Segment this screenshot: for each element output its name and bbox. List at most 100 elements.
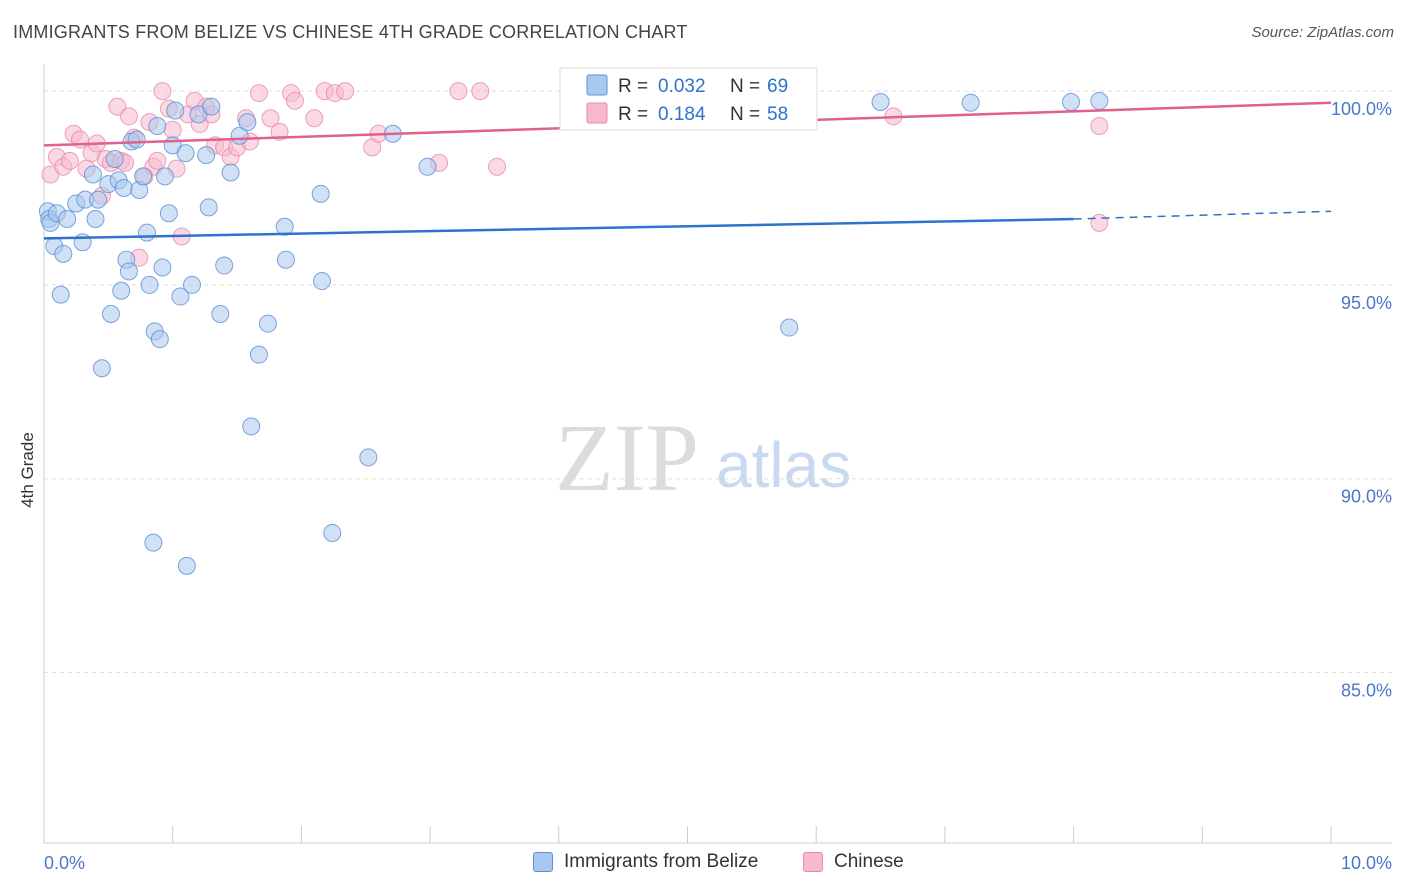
legend-r-value-chinese: 0.184 <box>658 104 706 125</box>
point-chinese[interactable] <box>261 109 280 128</box>
legend-r-label-chinese: R = <box>618 104 648 125</box>
point-belize[interactable] <box>275 217 294 236</box>
point-belize[interactable] <box>311 184 330 203</box>
point-belize[interactable] <box>202 97 221 116</box>
point-belize[interactable] <box>51 285 70 304</box>
y-tick-label: 90.0% <box>1341 487 1392 507</box>
legend-label-chinese: Chinese <box>834 851 904 872</box>
point-belize[interactable] <box>871 92 890 111</box>
point-belize[interactable] <box>176 144 195 163</box>
point-belize[interactable] <box>105 149 124 168</box>
point-belize[interactable] <box>114 179 133 198</box>
point-belize[interactable] <box>1090 91 1109 110</box>
chart-source: Source: ZipAtlas.com <box>1251 24 1394 41</box>
point-belize[interactable] <box>148 117 167 136</box>
point-belize[interactable] <box>86 210 105 229</box>
point-chinese[interactable] <box>108 97 127 116</box>
point-chinese[interactable] <box>449 82 468 101</box>
point-belize[interactable] <box>258 314 277 333</box>
legend-r-value-belize: 0.032 <box>658 76 706 97</box>
point-belize[interactable] <box>197 146 216 165</box>
point-belize[interactable] <box>134 167 153 186</box>
point-belize[interactable] <box>155 167 174 186</box>
trend-line-belize <box>43 217 1074 240</box>
point-belize[interactable] <box>137 223 156 242</box>
y-tick-label: 100.0% <box>1331 99 1392 119</box>
point-belize[interactable] <box>1062 92 1081 111</box>
legend-n-value-belize: 69 <box>767 76 788 97</box>
point-belize[interactable] <box>242 417 261 436</box>
legend-n-label-chinese: N = <box>730 104 760 125</box>
point-belize[interactable] <box>276 250 295 269</box>
point-belize[interactable] <box>83 165 102 184</box>
legend-n-value-chinese: 58 <box>767 104 788 125</box>
point-belize[interactable] <box>127 130 146 149</box>
point-belize[interactable] <box>159 204 178 223</box>
legend-label-belize: Immigrants from Belize <box>564 851 759 872</box>
point-chinese[interactable] <box>305 109 324 128</box>
correlation-legend: R = 0.032 N = 69 R = 0.184 N = 58 <box>559 67 818 131</box>
point-chinese[interactable] <box>471 82 490 101</box>
point-belize[interactable] <box>144 533 163 552</box>
legend-item-belize[interactable]: Immigrants from Belize <box>533 851 758 873</box>
watermark: ZIP atlas <box>555 404 851 511</box>
point-chinese[interactable] <box>153 82 172 101</box>
point-chinese[interactable] <box>336 82 355 101</box>
point-belize[interactable] <box>238 113 257 132</box>
legend-item-chinese[interactable]: Chinese <box>803 851 904 873</box>
chart-title: IMMIGRANTS FROM BELIZE VS CHINESE 4TH GR… <box>13 22 688 42</box>
point-chinese[interactable] <box>1090 117 1109 136</box>
point-belize[interactable] <box>153 258 172 277</box>
point-belize[interactable] <box>199 198 218 217</box>
point-belize[interactable] <box>249 345 268 364</box>
point-belize[interactable] <box>150 330 169 349</box>
y-tick-label: 95.0% <box>1341 293 1392 313</box>
point-chinese[interactable] <box>249 84 268 103</box>
watermark-atlas: atlas <box>716 429 851 501</box>
point-belize[interactable] <box>54 244 73 263</box>
point-belize[interactable] <box>780 318 799 337</box>
legend-swatch-belize-bottom <box>533 852 553 872</box>
point-belize[interactable] <box>312 272 331 291</box>
point-belize[interactable] <box>359 448 378 467</box>
point-belize[interactable] <box>215 256 234 275</box>
legend-n-label-belize: N = <box>730 76 760 97</box>
point-belize[interactable] <box>961 93 980 112</box>
legend-swatch-chinese-bottom <box>803 852 823 872</box>
point-belize[interactable] <box>418 157 437 176</box>
point-belize[interactable] <box>112 281 131 300</box>
point-chinese[interactable] <box>163 120 182 139</box>
point-chinese[interactable] <box>1090 213 1109 232</box>
axes <box>43 64 1392 844</box>
point-belize[interactable] <box>221 163 240 182</box>
point-belize[interactable] <box>92 359 111 378</box>
point-belize[interactable] <box>211 304 230 323</box>
legend-swatch-belize <box>586 74 608 96</box>
point-chinese[interactable] <box>148 151 167 170</box>
point-chinese[interactable] <box>119 107 138 126</box>
point-belize[interactable] <box>183 275 202 294</box>
point-belize[interactable] <box>119 262 138 281</box>
legend-swatch-chinese <box>586 102 608 124</box>
watermark-zip: ZIP <box>555 404 699 511</box>
point-chinese[interactable] <box>285 91 304 110</box>
series-legend: Immigrants from Belize Chinese <box>0 851 1406 879</box>
point-belize[interactable] <box>171 287 190 306</box>
legend-r-label-belize: R = <box>618 76 648 97</box>
trend-line-belize-extension <box>1073 210 1332 220</box>
point-chinese[interactable] <box>60 151 79 170</box>
point-belize[interactable] <box>89 190 108 209</box>
y-tick-label: 85.0% <box>1341 680 1392 700</box>
x-tick-label: 10.0% <box>1341 853 1392 873</box>
point-chinese[interactable] <box>488 157 507 176</box>
point-belize[interactable] <box>101 304 120 323</box>
point-belize[interactable] <box>166 101 185 120</box>
point-belize[interactable] <box>58 210 77 229</box>
point-belize[interactable] <box>177 556 196 575</box>
gridlines <box>44 90 1392 673</box>
point-belize[interactable] <box>323 523 342 542</box>
point-belize[interactable] <box>140 275 159 294</box>
x-tick-label: 0.0% <box>44 853 85 873</box>
point-chinese[interactable] <box>270 122 289 141</box>
